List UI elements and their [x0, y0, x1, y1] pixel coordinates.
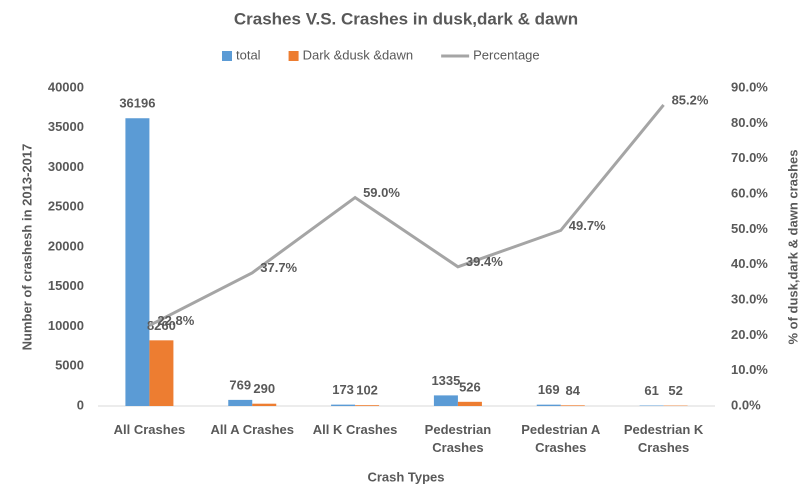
- data-label: 290: [253, 381, 275, 396]
- data-label: 1335: [431, 373, 460, 388]
- y2-tick-label: 20.0%: [731, 327, 768, 342]
- y2-tick-label: 60.0%: [731, 185, 768, 200]
- data-label: 102: [356, 383, 378, 398]
- bar: [331, 404, 356, 406]
- y-tick-label: 10000: [48, 318, 84, 333]
- bar: [149, 340, 174, 406]
- bar: [355, 405, 380, 406]
- y-tick-label: 25000: [48, 199, 84, 214]
- bar: [228, 399, 253, 406]
- y2-tick-label: 90.0%: [731, 79, 768, 94]
- y-tick-label: 0: [77, 397, 84, 412]
- x-tick-label: Pedestrian A Crashes: [521, 422, 601, 455]
- y2-tick-label: 0.0%: [731, 397, 761, 412]
- data-label: 84: [566, 383, 581, 398]
- data-label: 85.2%: [672, 92, 709, 107]
- data-label: 61: [644, 383, 658, 398]
- y2-tick-label: 40.0%: [731, 256, 768, 271]
- y-tick-label: 40000: [48, 79, 84, 94]
- data-label: 39.4%: [466, 254, 503, 269]
- legend-label: Percentage: [473, 47, 540, 62]
- data-label: 173: [332, 382, 354, 397]
- data-label: 52: [668, 383, 682, 398]
- bar: [433, 395, 458, 406]
- y-tick-label: 35000: [48, 119, 84, 134]
- line-series: [148, 104, 665, 327]
- y-tick-label: 15000: [48, 278, 84, 293]
- y-axis-title: Number of crashesh in 2013-2017: [19, 144, 34, 351]
- y-tick-label: 5000: [55, 358, 84, 373]
- x-tick-label: All A Crashes: [210, 422, 295, 437]
- x-tick-label: Pedestrian Crashes: [424, 422, 492, 455]
- data-label: 37.7%: [260, 260, 297, 275]
- bar: [252, 403, 277, 406]
- data-label: 169: [538, 382, 560, 397]
- y2-axis-title: % of dusk,dark & dawn crashes: [785, 149, 800, 344]
- y2-tick-label: 70.0%: [731, 150, 768, 165]
- data-label: 22.8%: [157, 313, 194, 328]
- legend-swatch: [222, 51, 232, 61]
- x-tick-label: All Crashes: [113, 422, 186, 437]
- y2-tick-label: 10.0%: [731, 362, 768, 377]
- data-label: 526: [459, 379, 481, 394]
- y2-tick-label: 30.0%: [731, 291, 768, 306]
- y-tick-label: 20000: [48, 238, 84, 253]
- bar: [125, 118, 150, 407]
- x-tick-label: All K Crashes: [312, 422, 398, 437]
- y2-tick-label: 80.0%: [731, 115, 768, 130]
- legend-label: total: [236, 47, 261, 62]
- legend-label: Dark &dusk &dawn: [303, 47, 414, 62]
- bar: [560, 405, 585, 406]
- data-label: 49.7%: [569, 218, 606, 233]
- data-label: 36196: [119, 96, 155, 111]
- data-label: 59.0%: [363, 185, 400, 200]
- legend-swatch: [288, 51, 299, 61]
- bar: [536, 404, 561, 406]
- x-axis-title: Crash Types: [367, 469, 444, 484]
- y-tick-label: 30000: [48, 159, 84, 174]
- x-tick-label: Pedestrian K Crashes: [623, 422, 704, 455]
- chart-title: Crashes V.S. Crashes in dusk,dark & dawn: [234, 9, 578, 28]
- y2-tick-label: 50.0%: [731, 221, 768, 236]
- data-label: 769: [229, 377, 251, 392]
- bar: [457, 401, 482, 406]
